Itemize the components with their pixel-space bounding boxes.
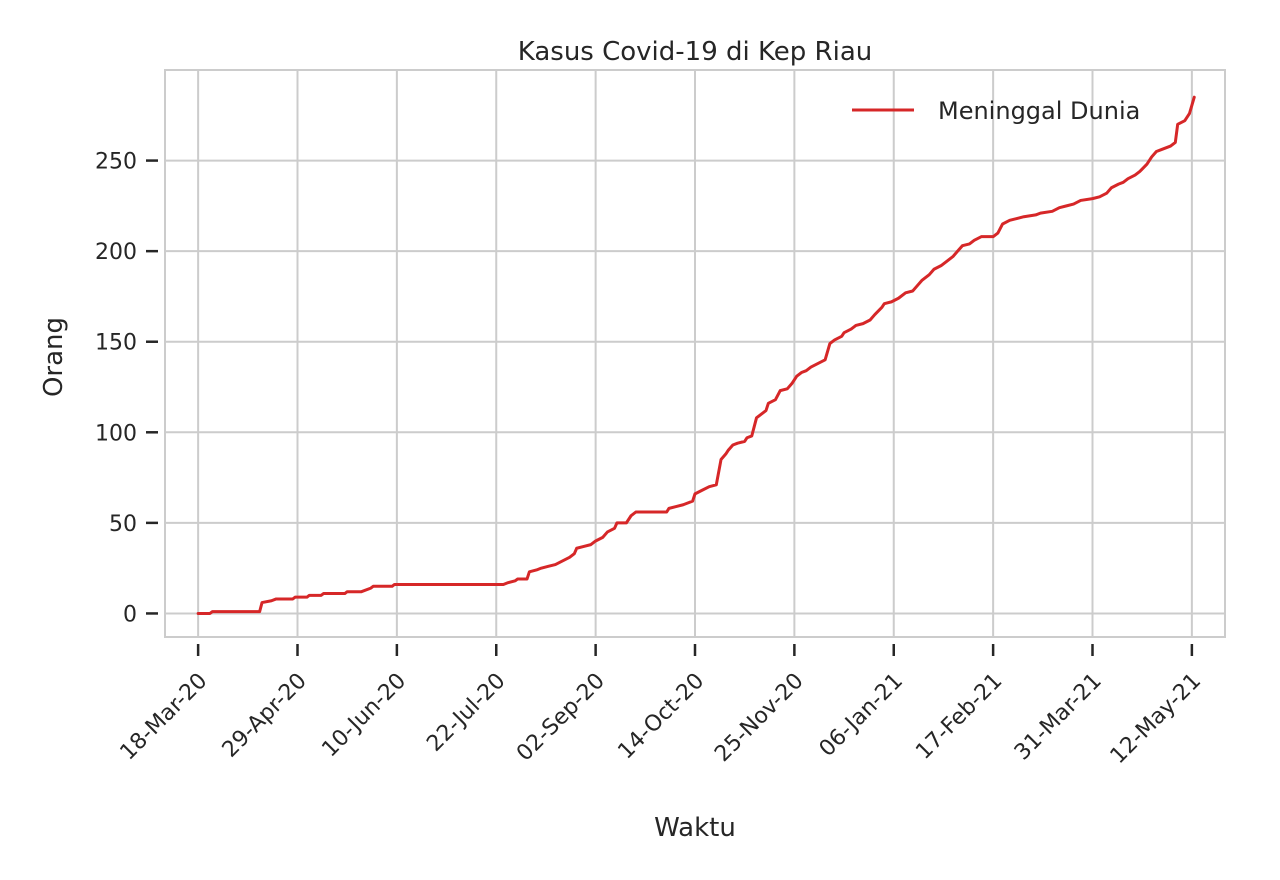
y-tick-label: 250 bbox=[95, 150, 137, 175]
y-tick-label: 150 bbox=[95, 331, 137, 356]
y-tick-label: 0 bbox=[123, 602, 137, 627]
y-axis-ticks: 0 50 100 150 200 250 bbox=[95, 150, 158, 627]
series-line-meninggal-dunia bbox=[196, 95, 1196, 615]
y-tick-label: 100 bbox=[95, 421, 137, 446]
x-axis-title: Waktu bbox=[654, 813, 736, 843]
grid bbox=[165, 70, 1225, 637]
legend: Meninggal Dunia bbox=[852, 97, 1140, 125]
y-tick-label: 50 bbox=[109, 512, 137, 537]
series-layer bbox=[196, 95, 1196, 615]
y-axis-title: Orang bbox=[39, 317, 69, 397]
plot-frame bbox=[164, 69, 1226, 638]
legend-label: Meninggal Dunia bbox=[938, 97, 1140, 125]
y-tick-label: 200 bbox=[95, 240, 137, 265]
chart-title: Kasus Covid-19 di Kep Riau bbox=[518, 37, 872, 67]
